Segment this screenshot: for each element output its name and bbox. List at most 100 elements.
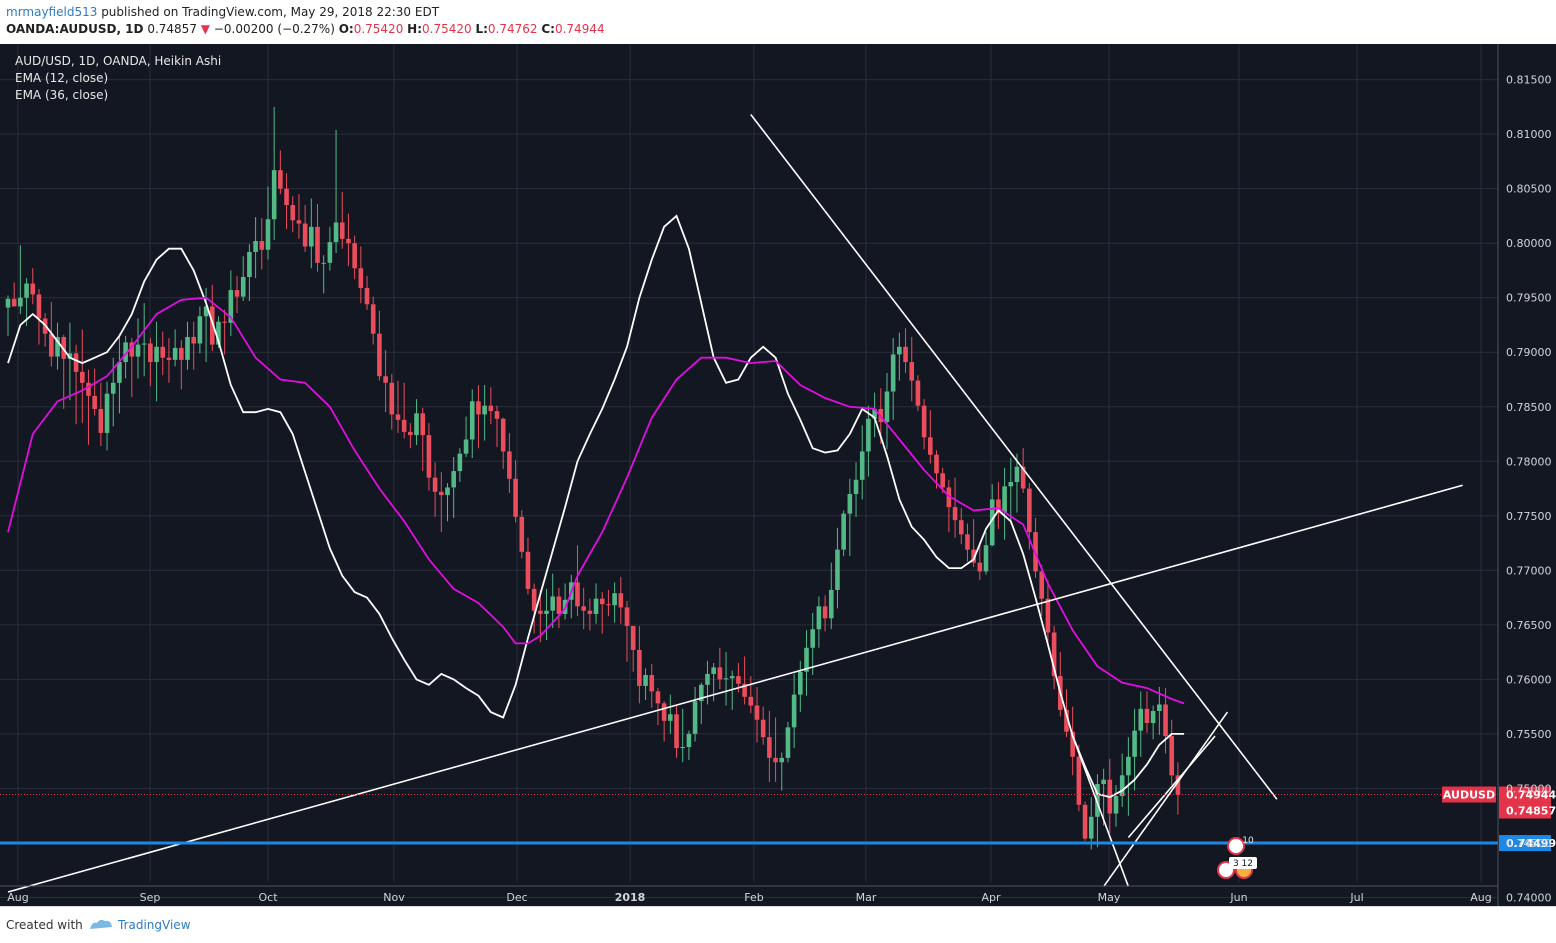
candle-down xyxy=(618,593,624,608)
y-tick-label: 0.81000 xyxy=(1506,128,1552,141)
y-tick-label: 0.80000 xyxy=(1506,237,1552,250)
candle-down xyxy=(513,478,518,517)
candle-down xyxy=(1076,756,1082,805)
event-badge-bg xyxy=(1229,857,1257,869)
created-with-label: Created with xyxy=(6,918,83,932)
candle-up xyxy=(859,451,865,480)
candle-up xyxy=(1119,775,1125,797)
candle-down xyxy=(661,703,667,721)
candle-up xyxy=(117,362,122,383)
candle-down xyxy=(531,588,537,611)
candle-up xyxy=(828,589,834,619)
x-tick-label: Nov xyxy=(383,891,405,904)
candle-up xyxy=(989,499,995,546)
symbol-tag: AUDUSD xyxy=(1443,789,1495,802)
trendline xyxy=(750,114,1278,800)
y-tick-label: 0.76500 xyxy=(1506,619,1552,632)
candle-down xyxy=(977,562,983,572)
candle-up xyxy=(643,675,648,686)
trendline xyxy=(7,484,1463,893)
candle-up xyxy=(835,549,840,590)
down-triangle-icon: ▼ xyxy=(200,22,211,36)
candle-up xyxy=(271,170,277,220)
candle-up xyxy=(1113,796,1119,814)
candle-down xyxy=(420,413,426,436)
candle-down xyxy=(754,705,760,720)
ema12-line xyxy=(7,214,1185,799)
candle-up xyxy=(327,242,333,263)
tradingview-logo-icon xyxy=(90,919,112,929)
candle-up xyxy=(1126,756,1131,776)
candle-up xyxy=(469,401,475,440)
chart-footer: Created with TradingView xyxy=(0,906,1556,943)
last-tag: 0.74857 xyxy=(1506,805,1556,818)
candle-down xyxy=(903,346,908,363)
candle-down xyxy=(674,714,679,749)
candle-up xyxy=(680,746,686,749)
legend-ema12[interactable]: EMA (12, close) xyxy=(15,71,109,85)
candle-down xyxy=(160,346,166,358)
candle-down xyxy=(599,598,605,605)
y-tick-label: 0.74500 xyxy=(1506,837,1552,850)
candle-up xyxy=(692,701,698,734)
candle-down xyxy=(148,343,153,363)
candle-up xyxy=(333,222,339,243)
candle-down xyxy=(259,241,265,250)
high-value: 0.75420 xyxy=(422,22,472,36)
tradingview-link[interactable]: TradingView xyxy=(118,918,191,932)
author-link[interactable]: mrmayfield513 xyxy=(6,5,98,19)
candle-down xyxy=(921,405,927,438)
candle-down xyxy=(500,418,506,452)
candle-down xyxy=(1027,488,1032,533)
candle-up xyxy=(810,629,815,648)
y-tick-label: 0.75500 xyxy=(1506,728,1552,741)
ohlc-line: OANDA:AUDUSD, 1D 0.74857 ▼ −0.00200 (−0.… xyxy=(6,22,605,36)
high-label: H: xyxy=(407,22,422,36)
y-tick-label: 0.80500 xyxy=(1506,183,1552,196)
candle-down xyxy=(284,188,289,206)
candle-up xyxy=(1138,708,1144,731)
y-tick-label: 0.77000 xyxy=(1506,564,1552,577)
candle-down xyxy=(1045,598,1051,633)
legend-title: AUD/USD, 1D, OANDA, Heikin Ashi xyxy=(15,54,222,68)
candle-down xyxy=(928,437,933,455)
close-tag-bg xyxy=(1499,786,1551,803)
close-value: 0.74944 xyxy=(554,22,605,36)
candle-down xyxy=(538,610,543,614)
candle-up xyxy=(185,336,190,360)
candle-down xyxy=(61,336,67,359)
candle-down xyxy=(346,238,351,244)
y-tick-label: 0.81500 xyxy=(1506,74,1552,87)
trendline xyxy=(1102,711,1229,888)
candle-up xyxy=(265,219,271,250)
candle-up xyxy=(154,346,159,363)
candle-down xyxy=(377,333,382,377)
trendline xyxy=(1071,735,1130,887)
candle-down xyxy=(1082,804,1088,839)
low-value: 0.74762 xyxy=(487,22,538,36)
candle-down xyxy=(49,333,54,357)
candle-up xyxy=(686,733,692,747)
candle-down xyxy=(315,226,320,263)
x-tick-label: Oct xyxy=(258,891,278,904)
candle-down xyxy=(525,551,531,589)
x-tick-label: Sep xyxy=(140,891,161,904)
price-chart[interactable]: AUDUSD 0.74944 0.74857 0.74499 10 3 12 0.8150… xyxy=(0,44,1556,906)
candle-up xyxy=(1150,710,1156,723)
legend-ema36[interactable]: EMA (36, close) xyxy=(15,88,109,102)
candle-up xyxy=(711,667,716,674)
chart-area[interactable]: AUDUSD 0.74944 0.74857 0.74499 10 3 12 0.8150… xyxy=(0,44,1556,906)
candle-down xyxy=(476,401,481,415)
candle-up xyxy=(141,343,147,345)
candle-up xyxy=(172,347,178,360)
price-change: −0.00200 (−0.27%) xyxy=(213,22,335,36)
x-tick-label: Feb xyxy=(744,891,763,904)
y-tick-label: 0.77500 xyxy=(1506,510,1552,523)
candle-up xyxy=(247,251,252,278)
candle-down xyxy=(1175,775,1181,795)
y-tick-label: 0.74000 xyxy=(1506,891,1552,904)
candle-down xyxy=(773,757,778,763)
candle-down xyxy=(934,454,939,474)
candle-down xyxy=(587,610,593,614)
candle-down xyxy=(364,287,370,305)
